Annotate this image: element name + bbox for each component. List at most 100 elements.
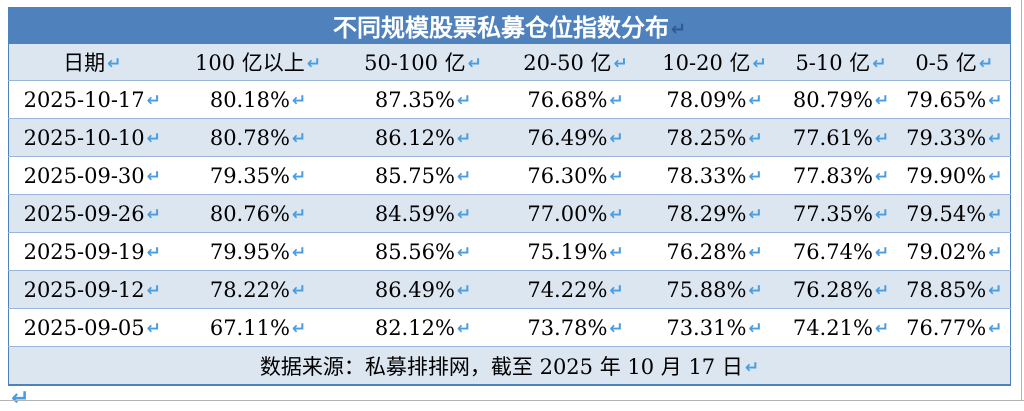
value-cell: 76.28% ↵: [783, 270, 899, 309]
value-cell-text: 73.31%: [666, 315, 747, 340]
date-cell-text: 2025-09-12: [23, 277, 145, 302]
table-row: 2025-10-17 ↵ 80.18% ↵ 87.35% ↵ 76.68% ↵ 78.09% ↵ 8…: [8, 80, 1011, 119]
return-mark-icon: ↵: [146, 128, 161, 149]
return-mark-icon: ↵: [748, 166, 763, 187]
value-cell: 87.35% ↵: [340, 80, 506, 119]
value-cell-text: 78.22%: [209, 277, 290, 302]
table-footer-row: 数据来源：私募排排网，截至 2025 年 10 月 17 日 ↵: [8, 346, 1011, 386]
return-mark-icon: ↵: [752, 54, 767, 74]
value-cell-text: 79.90%: [906, 163, 987, 188]
end-of-document-return-mark-icon: ↵: [11, 386, 30, 411]
column-header: 50-100 亿 ↵: [340, 43, 506, 81]
value-cell-text: 86.49%: [374, 277, 455, 302]
value-cell-text: 78.09%: [666, 87, 747, 112]
return-mark-icon: ↵: [874, 128, 890, 149]
value-cell-text: 78.25%: [666, 125, 747, 150]
value-cell: 73.31% ↵: [645, 308, 784, 347]
column-header-text: 100 亿以上: [194, 51, 305, 75]
date-cell: 2025-10-10 ↵: [8, 118, 176, 157]
column-header-text: 5-10 亿: [795, 51, 871, 75]
value-cell-text: 82.12%: [374, 315, 455, 340]
return-mark-icon: ↵: [874, 280, 890, 301]
value-cell: 85.75% ↵: [340, 156, 506, 195]
return-mark-icon: ↵: [988, 90, 1003, 111]
return-mark-icon: ↵: [291, 242, 307, 263]
date-cell-text: 2025-09-05: [23, 315, 145, 340]
date-cell-text: 2025-09-30: [23, 163, 145, 188]
value-cell: 79.35% ↵: [175, 156, 341, 195]
return-mark-icon: ↵: [874, 204, 890, 225]
date-cell: 2025-09-19 ↵: [8, 232, 176, 271]
column-header: 0-5 亿 ↵: [898, 43, 1011, 81]
value-cell-text: 78.85%: [906, 277, 987, 302]
value-cell: 79.33% ↵: [898, 118, 1011, 157]
column-header-text: 日期: [63, 51, 106, 75]
value-cell: 77.00% ↵: [505, 194, 646, 233]
value-cell-text: 78.29%: [666, 201, 747, 226]
table-row: 2025-09-05 ↵ 67.11% ↵ 82.12% ↵ 73.78% ↵ 73.31% ↵ 7…: [8, 308, 1011, 347]
position-index-table: 不同规模股票私募仓位指数分布 ↵ 日期 ↵ 100 亿以上 ↵ 50-100 亿 ↵ 20-5…: [8, 7, 1011, 386]
value-cell-text: 80.79%: [792, 87, 873, 112]
value-cell-text: 77.61%: [792, 125, 873, 150]
return-mark-icon: ↵: [874, 318, 890, 339]
date-cell-text: 2025-09-26: [23, 201, 145, 226]
value-cell: 74.22% ↵: [505, 270, 646, 309]
return-mark-icon: ↵: [978, 54, 994, 74]
return-mark-icon: ↵: [146, 242, 161, 263]
table-title-cell: 不同规模股票私募仓位指数分布 ↵: [8, 7, 1011, 44]
return-mark-icon: ↵: [609, 204, 624, 225]
value-cell-text: 76.68%: [527, 87, 608, 112]
return-mark-icon: ↵: [874, 90, 890, 111]
value-cell-text: 74.22%: [527, 277, 608, 302]
return-mark-icon: ↵: [874, 166, 890, 187]
value-cell: 80.78% ↵: [175, 118, 341, 157]
return-mark-icon: ↵: [609, 166, 624, 187]
date-cell: 2025-09-12 ↵: [8, 270, 176, 309]
value-cell: 76.49% ↵: [505, 118, 646, 157]
value-cell: 76.28% ↵: [645, 232, 784, 271]
value-cell-text: 85.75%: [374, 163, 455, 188]
value-cell: 76.68% ↵: [505, 80, 646, 119]
return-mark-icon: ↵: [872, 54, 887, 74]
return-mark-icon: ↵: [748, 242, 763, 263]
value-cell-text: 80.18%: [209, 87, 290, 112]
date-cell-text: 2025-10-17: [23, 87, 145, 112]
return-mark-icon: ↵: [146, 90, 161, 111]
value-cell-text: 73.78%: [527, 315, 608, 340]
return-mark-icon: ↵: [609, 242, 624, 263]
return-mark-icon: ↵: [291, 280, 307, 301]
return-mark-icon: ↵: [874, 242, 890, 263]
value-cell-text: 79.95%: [209, 239, 290, 264]
value-cell: 80.79% ↵: [783, 80, 899, 119]
value-cell: 79.65% ↵: [898, 80, 1011, 119]
value-cell-text: 79.02%: [906, 239, 987, 264]
return-mark-icon: ↵: [291, 318, 307, 339]
table-row: 2025-09-26 ↵ 80.76% ↵ 84.59% ↵ 77.00% ↵ 78.29% ↵ 7…: [8, 194, 1011, 233]
value-cell-text: 80.76%: [209, 201, 290, 226]
return-mark-icon: ↵: [146, 318, 161, 339]
return-mark-icon: ↵: [456, 166, 472, 187]
value-cell: 67.11% ↵: [175, 308, 341, 347]
table-row: 2025-10-10 ↵ 80.78% ↵ 86.12% ↵ 76.49% ↵ 78.25% ↵ 7…: [8, 118, 1011, 157]
value-cell: 86.49% ↵: [340, 270, 506, 309]
return-mark-icon: ↵: [609, 318, 624, 339]
value-cell-text: 79.65%: [906, 87, 987, 112]
return-mark-icon: ↵: [456, 90, 472, 111]
value-cell-text: 85.56%: [374, 239, 455, 264]
value-cell: 78.33% ↵: [645, 156, 784, 195]
value-cell-text: 77.35%: [792, 201, 873, 226]
value-cell: 76.74% ↵: [783, 232, 899, 271]
return-mark-icon: ↵: [291, 90, 307, 111]
return-mark-icon: ↵: [456, 280, 472, 301]
return-mark-icon: ↵: [744, 357, 760, 378]
return-mark-icon: ↵: [670, 19, 687, 40]
table-row: 2025-09-12 ↵ 78.22% ↵ 86.49% ↵ 74.22% ↵ 75.88% ↵ 7…: [8, 270, 1011, 309]
return-mark-icon: ↵: [107, 54, 122, 74]
return-mark-icon: ↵: [748, 318, 763, 339]
return-mark-icon: ↵: [467, 54, 482, 74]
value-cell-text: 76.28%: [666, 239, 747, 264]
return-mark-icon: ↵: [988, 318, 1003, 339]
date-cell: 2025-10-17 ↵: [8, 80, 176, 119]
table-title-row: 不同规模股票私募仓位指数分布 ↵: [8, 7, 1011, 44]
